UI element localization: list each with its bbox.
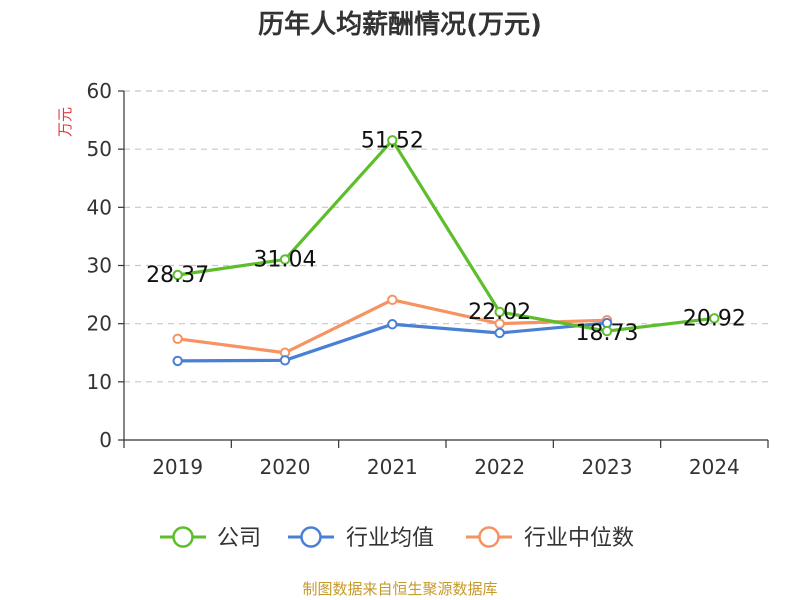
data-point	[172, 355, 183, 367]
data-point	[494, 327, 505, 339]
x-tick-label: 2022	[474, 455, 525, 479]
grid-lines	[124, 90, 768, 383]
x-tick-label: 2023	[582, 455, 633, 479]
y-tick-label: 40	[87, 195, 112, 219]
source-note: 制图数据来自恒生聚源数据库	[302, 580, 497, 598]
x-tick-label: 2020	[260, 455, 311, 479]
y-tick-label: 10	[87, 370, 112, 394]
data-label: 18.73	[576, 321, 639, 346]
axes: 0 10 20 30 40 50 60 2019 2020 2021 2022 2023 2024	[87, 79, 769, 479]
y-axis-label: 万元	[56, 107, 74, 137]
data-point	[387, 294, 398, 306]
data-point	[172, 333, 183, 344]
y-tick-label: 0	[99, 428, 112, 452]
data-label: 22.02	[468, 300, 531, 325]
chart-title: 历年人均薪酬情况(万元)	[258, 9, 542, 40]
y-tick-label: 60	[87, 79, 112, 103]
data-point	[279, 254, 291, 265]
data-point	[494, 306, 505, 318]
legend-item[interactable]: 行业均值	[288, 526, 434, 551]
data-labels: 28.37 31.04 51.52 22.02 18.73 20.92	[146, 128, 746, 346]
series-lines	[172, 135, 720, 367]
legend-label: 行业中位数	[524, 526, 634, 551]
data-label: 28.37	[146, 263, 209, 288]
legend-label: 公司	[217, 526, 261, 551]
data-point	[172, 269, 183, 281]
data-point	[709, 313, 720, 324]
y-tick-label: 30	[87, 254, 112, 278]
data-label: 51.52	[361, 128, 424, 153]
x-tick-label: 2024	[689, 455, 740, 479]
legend-item[interactable]: 公司	[160, 526, 261, 551]
legend[interactable]: 公司 行业均值 行业中位数	[160, 526, 634, 551]
x-tick-label: 2019	[152, 455, 203, 479]
legend-swatch-marker	[172, 526, 194, 548]
legend-swatch-marker	[300, 526, 322, 548]
data-point	[601, 325, 613, 337]
data-point	[279, 355, 291, 366]
series-line	[176, 138, 716, 333]
data-point	[387, 135, 398, 146]
legend-label: 行业均值	[346, 526, 434, 551]
legend-swatch-marker	[478, 526, 500, 548]
y-tick-label: 50	[87, 137, 112, 161]
data-label: 20.92	[683, 306, 746, 331]
x-tick-label: 2021	[367, 455, 418, 479]
data-point	[387, 319, 398, 330]
data-label: 31.04	[254, 247, 317, 272]
legend-item[interactable]: 行业中位数	[466, 526, 634, 551]
y-tick-label: 20	[87, 312, 112, 336]
